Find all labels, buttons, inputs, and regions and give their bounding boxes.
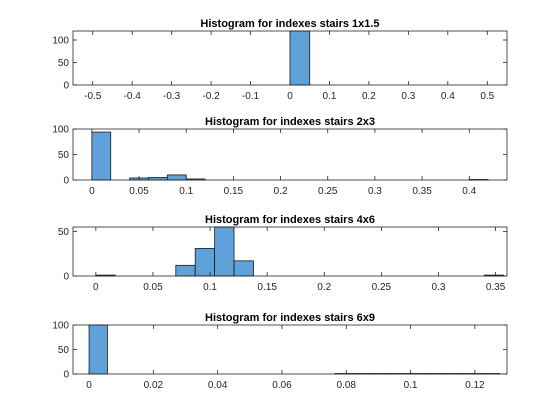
histogram-bar xyxy=(194,247,216,277)
axes-box xyxy=(72,226,508,277)
x-tick-label: 0.4 xyxy=(441,91,455,102)
y-tick-label: 100 xyxy=(52,36,69,47)
y-tick-label: 100 xyxy=(52,125,69,136)
x-tick-label: 0.04 xyxy=(208,380,228,391)
y-tick-label: 50 xyxy=(58,227,70,238)
chart-title: Histogram for indexes stairs 1x1.5 xyxy=(200,18,379,30)
x-tick-label: -0.2 xyxy=(202,91,220,102)
x-tick-label: -0.4 xyxy=(124,91,142,102)
axes-background xyxy=(73,325,507,374)
x-tick-label: 0 xyxy=(86,380,92,391)
chart-title: Histogram for indexes stairs 2x3 xyxy=(205,116,375,128)
y-tick-label: 0 xyxy=(63,176,69,187)
y-tick-label: 50 xyxy=(58,150,70,161)
y-tick-label: 0 xyxy=(63,272,69,283)
x-tick-label: 0 xyxy=(287,91,293,102)
x-tick-label: 0.05 xyxy=(143,282,163,293)
histogram-bar xyxy=(175,264,196,277)
x-tick-label: -0.3 xyxy=(163,91,181,102)
x-tick-label: 0.2 xyxy=(317,282,331,293)
x-tick-label: 0.1 xyxy=(179,186,193,197)
x-tick-label: 0.08 xyxy=(337,380,357,391)
subplot-3: 0 0.05 0.1 0.15 0.2 0.25 0.3 0.35 0 50 Histogram f… xyxy=(58,214,508,293)
x-tick-label: 0.15 xyxy=(257,282,277,293)
y-tick-label: 0 xyxy=(63,370,69,381)
subplot-4: 0 0.02 0.04 0.06 0.08 0.1 0.12 0 50 100 Histogram … xyxy=(52,312,508,391)
x-tick-label: 0.1 xyxy=(404,380,418,391)
chart-title: Histogram for indexes stairs 6x9 xyxy=(205,312,375,324)
x-tick-label: -0.1 xyxy=(242,91,260,102)
chart-title: Histogram for indexes stairs 4x6 xyxy=(205,214,375,226)
x-tick-label: 0.2 xyxy=(274,186,288,197)
x-tick-label: 0.35 xyxy=(412,186,432,197)
x-tick-label: 0.3 xyxy=(401,91,415,102)
histogram-bar xyxy=(233,260,254,277)
x-tick-label: 0.5 xyxy=(480,91,494,102)
y-tick-label: 0 xyxy=(63,81,69,92)
x-tick-label: 0.12 xyxy=(465,380,485,391)
x-tick-label: 0.06 xyxy=(272,380,292,391)
x-tick-label: 0.2 xyxy=(362,91,376,102)
x-tick-label: 0.25 xyxy=(318,186,338,197)
y-tick-label: 50 xyxy=(58,345,70,356)
x-tick-label: 0.35 xyxy=(486,282,506,293)
x-tick-label: 0.4 xyxy=(462,186,476,197)
histogram-bar xyxy=(88,324,108,375)
y-tick-label: 50 xyxy=(58,58,70,69)
x-tick-label: 0.1 xyxy=(203,282,217,293)
histogram-bar xyxy=(214,226,235,277)
x-tick-label: 0.15 xyxy=(224,186,244,197)
histogram-bar xyxy=(166,174,187,181)
x-tick-label: 0.25 xyxy=(372,282,392,293)
x-tick-label: 0.02 xyxy=(144,380,164,391)
histogram-bar xyxy=(91,131,112,181)
x-tick-label: -0.5 xyxy=(84,91,102,102)
x-tick-label: 0.3 xyxy=(368,186,382,197)
x-tick-label: 0 xyxy=(93,282,99,293)
x-tick-label: 0 xyxy=(89,186,95,197)
x-tick-label: 0.1 xyxy=(323,91,337,102)
x-tick-label: 0.3 xyxy=(432,282,446,293)
x-tick-label: 0.05 xyxy=(129,186,149,197)
subplot-1: -0.5 -0.4 -0.3 -0.2 -0.1 0 0.1 0.2 0.3 0.4 0.5 0 50 1… xyxy=(52,18,508,102)
axes-background xyxy=(73,129,507,180)
axes-background xyxy=(73,227,507,276)
histogram-bar xyxy=(289,30,311,86)
y-tick-label: 100 xyxy=(52,321,69,332)
subplot-2: 0 0.05 0.1 0.15 0.2 0.25 0.3 0.35 0.4 0 50 100 Histo… xyxy=(52,116,508,197)
